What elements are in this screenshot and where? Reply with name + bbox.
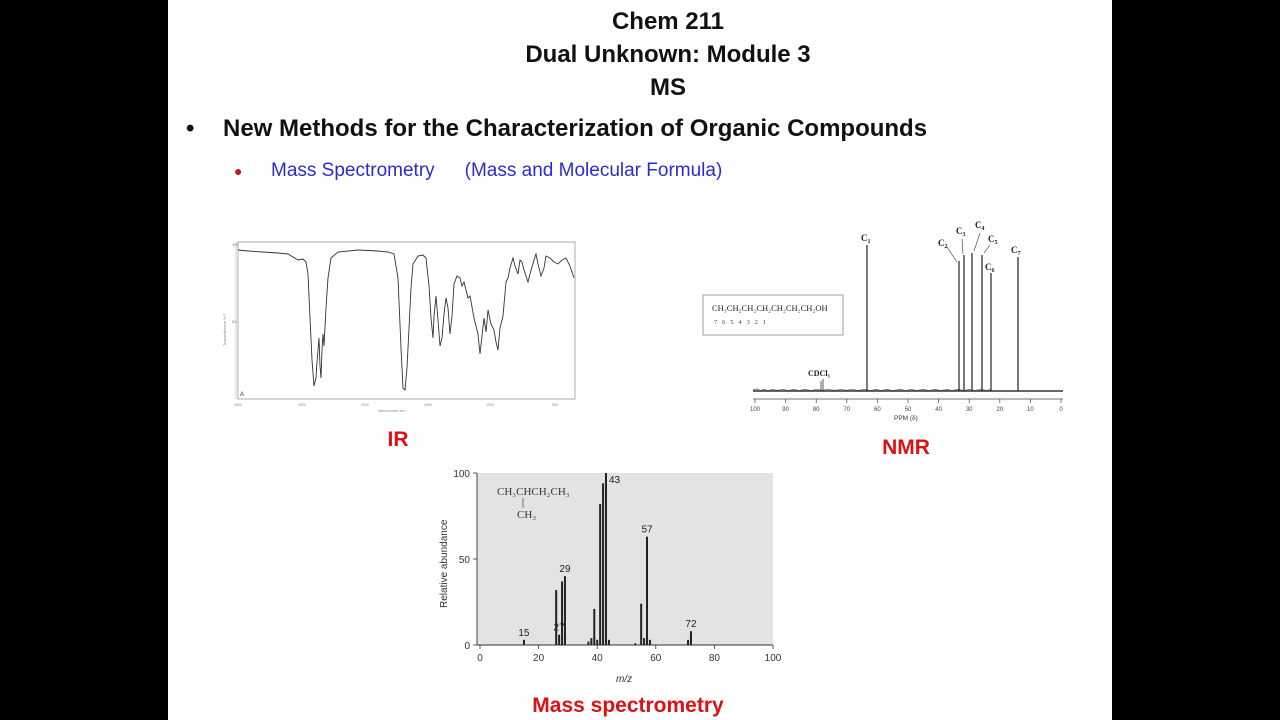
sub-bullet-dot: ● [234,162,243,179]
svg-text:1500: 1500 [424,403,432,407]
ms-xtick-label: 60 [650,653,662,664]
nmr-peak-label-c5: C5 [988,234,998,246]
sub-bullet-detail: (Mass and Molecular Formula) [464,160,723,181]
ms-peak-label: 57 [641,525,653,536]
svg-text:Wavenumber cm⁻¹: Wavenumber cm⁻¹ [378,409,408,413]
nmr-peak-label-c2: C2 [938,238,948,250]
ms-xtick-label: 80 [709,653,721,664]
ms-xtick-label: 100 [765,653,782,664]
nmr-peak-label-c6: C6 [985,262,995,274]
ms-peak-bar [648,639,651,645]
ms-peak-label: 43 [609,475,621,486]
nmr-tick-label: 50 [905,407,912,413]
nmr-peak-label-c7: C7 [1011,245,1021,257]
ir-spectrum-image: 100 50 A Transmittance %T 4000 3000 2000 1… [222,241,576,413]
caption-mass-spectrometry: Mass spectrometry [532,694,724,717]
ms-peak-bar [604,473,607,645]
ms-peak-bar [689,631,692,645]
ms-peak-label: 27 [554,623,566,634]
ms-peak-bar [643,638,646,645]
sub-bullet-label: Mass Spectrometry [271,160,435,181]
nmr-formula: CH₃CH₂CH₂CH₂CH₂CH₂CH₂OH [712,303,828,313]
nmr-peak-label-c4: C4 [975,220,985,232]
title-line-1: Chem 211 [611,8,725,35]
svg-text:1000: 1000 [486,403,494,407]
ms-ylabel: Relative abundance [439,519,450,608]
ms-peak-label: 72 [685,619,697,630]
nmr-tick-label: 80 [813,407,820,413]
svg-text:3000: 3000 [298,403,306,407]
nmr-spectrum: CH₃CH₂CH₂CH₂CH₂CH₂CH₂OH 7 6 5 4 3 2 1 CD… [702,220,1063,422]
svg-text:50: 50 [232,319,237,324]
ms-peak-bar [646,536,649,645]
sub-bullet: ● Mass Spectrometry (Mass and Molecular Fo… [234,160,722,182]
title-line-3: MS [650,74,686,101]
caption-nmr: NMR [882,436,930,459]
svg-text:Transmittance %T: Transmittance %T [222,313,227,346]
ms-peak-bar [596,639,599,645]
nmr-tick-label: 40 [935,407,942,413]
bullet-main: • New Methods for the Characterization of… [186,115,927,143]
ms-peak-label: 29 [559,564,571,575]
nmr-axis-label: PPM (δ) [894,415,918,422]
ms-peak-bar [555,589,558,645]
nmr-numbering: 7 6 5 4 3 2 1 [714,319,766,326]
svg-text:100: 100 [232,242,239,247]
nmr-formula-box [702,294,844,336]
ms-peak-bar [602,483,605,645]
ms-plot-area [477,473,773,645]
nmr-tick-label: 70 [843,407,850,413]
ms-peak-bar [522,639,525,645]
title-line-2: Dual Unknown: Module 3 [525,41,811,68]
ms-peak-bar [687,639,690,645]
ms-peak-bar [599,503,602,645]
svg-text:2000: 2000 [361,403,369,407]
nmr-solvent-label: CDCl₃ [808,369,831,378]
slide: Chem 211 Dual Unknown: Module 3 MS • New … [168,0,1112,720]
ms-xtick-label: 0 [477,653,483,664]
ms-peak-bar [593,608,596,645]
nmr-tick-label: 30 [966,407,973,413]
ms-peak-bar [590,638,593,645]
caption-ir: IR [387,428,409,451]
ms-ytick-label: 50 [459,555,471,566]
ms-peak-bar [561,581,564,645]
ms-xtick-label: 20 [533,653,545,664]
nmr-tick-label: 100 [750,407,761,413]
nmr-tick-label: 0 [1059,407,1063,413]
svg-text:A: A [240,392,244,398]
nmr-peak-label-c3: C3 [956,226,966,238]
ms-peak-bar [587,641,590,645]
ms-xtick-label: 40 [592,653,604,664]
ms-structure-line2: CH₃ [517,509,536,521]
ms-ytick-label: 0 [464,641,470,652]
bullet-main-text: New Methods for the Characterization of … [223,115,928,142]
svg-text:4000: 4000 [234,403,242,407]
nmr-tick-label: 20 [996,407,1003,413]
mass-spectrum-chart: 0 50 100 0 20 40 60 80 100 15 27 29 43 57 72 CH₃CHCH₂… [439,469,782,685]
nmr-tick-label: 90 [782,407,789,413]
ms-peak-bar [558,634,561,645]
ms-peak-bar [640,603,643,645]
ms-peak-label: 15 [518,628,530,639]
ms-peak-bar [607,639,610,645]
ms-structure-line1: CH₃CHCH₂CH₃ [497,486,570,498]
svg-text:500: 500 [552,403,558,407]
nmr-tick-label: 10 [1027,407,1034,413]
nmr-tick-label: 60 [874,407,881,413]
ms-ytick-label: 100 [453,469,470,480]
ms-peak-bar [634,643,637,645]
bullet-dot: • [186,115,195,142]
ms-peak-bar [563,576,566,645]
nmr-peak-label-c1: C1 [861,233,871,245]
ms-xlabel: m/z [616,674,632,685]
